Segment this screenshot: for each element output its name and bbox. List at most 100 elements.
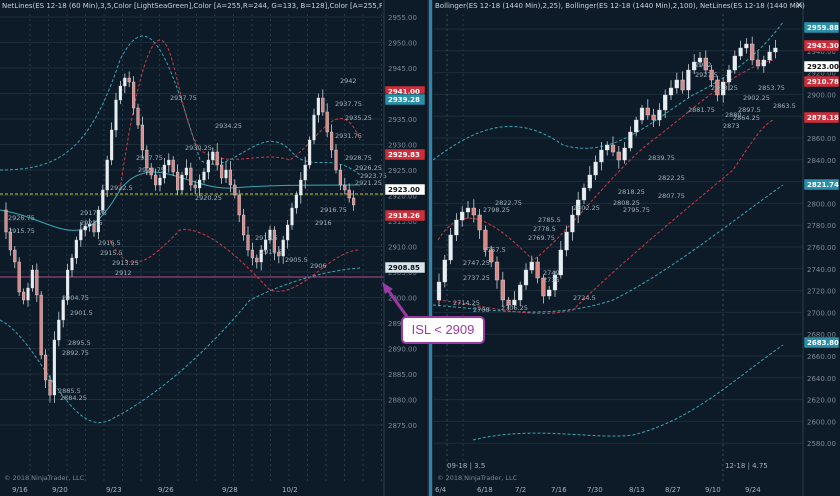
candle-body <box>175 171 180 191</box>
middle-bollinger-100-line <box>433 184 784 313</box>
y-axis-tick-label: 2580.00 <box>807 440 836 448</box>
price-annotation: 2839.75 <box>648 154 675 162</box>
candle-body <box>506 299 511 306</box>
inner-lower-band-line <box>109 229 361 292</box>
price-annotation: 2915.5 <box>100 249 123 257</box>
candle-body <box>197 179 202 189</box>
candle-body <box>167 159 171 166</box>
contract-label-right: 12-18 | 4.75 <box>725 462 768 470</box>
candle-body <box>250 249 254 259</box>
date-axis-label: 9/28 <box>222 486 238 494</box>
y-axis-tick-label: 2860.00 <box>807 135 836 143</box>
y-axis-tick-label: 2920.00 <box>388 193 417 201</box>
candle-body <box>668 87 674 96</box>
price-annotation: 2749 <box>543 269 560 277</box>
candle-body <box>657 109 662 121</box>
candle-body <box>180 174 184 191</box>
copyright-text: © 2018 NinjaTrader, LLC <box>437 474 518 482</box>
chart-close-icon[interactable]: ✕ <box>795 1 803 11</box>
candle-body <box>171 159 175 173</box>
candle-body <box>219 164 224 179</box>
candle-body <box>61 299 65 321</box>
price-annotation: 2923.5 <box>80 219 103 227</box>
date-axis-label: 9/16 <box>12 486 28 494</box>
price-annotation: 2904.75 <box>62 294 89 302</box>
price-annotation: 2706.25 <box>501 304 528 312</box>
price-annotation: 2916.75 <box>320 206 347 214</box>
price-annotation: 2885.5 <box>58 387 81 395</box>
y-axis-tick-label: 2700.00 <box>807 309 836 317</box>
price-annotation: 2747.25 <box>463 259 490 267</box>
price-tag <box>803 178 840 191</box>
candle-body <box>738 47 743 57</box>
candle-body <box>65 269 70 301</box>
price-tag-label: 2918.26 <box>388 212 420 220</box>
y-axis-tick-label: 2885.00 <box>388 371 417 379</box>
candle-body <box>436 281 442 301</box>
y-axis-tick-label: 2920.00 <box>807 70 836 78</box>
candle-body <box>744 43 749 49</box>
price-tag <box>803 21 840 34</box>
candle-body <box>697 57 703 63</box>
candle-body <box>26 287 30 301</box>
price-annotation: 2864.25 <box>733 114 760 122</box>
y-axis-tick-label: 2800.00 <box>807 200 836 208</box>
price-annotation: 2757.5 <box>483 246 506 254</box>
y-axis-tick-label: 2840.00 <box>807 157 836 165</box>
price-tag <box>803 336 840 349</box>
price-annotation: 2798.25 <box>483 206 510 214</box>
candle-body <box>500 279 505 301</box>
candle-body <box>547 289 552 297</box>
price-annotation: 2927.75 <box>136 154 163 162</box>
y-axis-tick-label: 2600.00 <box>807 418 836 426</box>
date-axis-label: 7/2 <box>515 486 526 494</box>
candle-body <box>233 184 237 196</box>
left-chart-panel[interactable]: 2926.75 2915.75 2917.75 2923.5 2922.5 2927.75… <box>0 0 426 496</box>
date-axis-label: 6/18 <box>477 486 493 494</box>
candle-body <box>211 151 215 161</box>
candle-body <box>529 261 534 271</box>
candle-body <box>268 229 272 241</box>
candle-body <box>352 197 356 206</box>
price-tag-label: 2923.00 <box>807 63 839 71</box>
candle-body <box>442 259 447 283</box>
candle-body <box>30 269 34 289</box>
candle-body <box>552 274 558 291</box>
price-tag-label: 2959.88 <box>807 24 839 32</box>
candle-body <box>44 354 48 381</box>
candle-body <box>593 161 598 176</box>
price-annotation: 2785.5 <box>538 216 561 224</box>
left-chart-canvas[interactable]: 2926.75 2915.75 2917.75 2923.5 2922.5 2927.75… <box>0 0 426 496</box>
candle-body <box>581 187 587 201</box>
y-axis-tick-label: 2875.00 <box>388 422 417 430</box>
candle-body <box>264 239 268 251</box>
candle-body <box>118 85 122 101</box>
price-annotation: 2926.75 <box>8 214 35 222</box>
right-chart-panel[interactable]: 2932 2927.5 2913.25 2902.25 2897.5 2881.75 288… <box>433 0 840 496</box>
panel-splitter[interactable] <box>426 0 434 496</box>
candle-body <box>92 223 96 233</box>
candle-body <box>634 119 639 133</box>
price-tag <box>803 60 840 73</box>
date-axis-label: 9/23 <box>106 486 122 494</box>
lower-bollinger-25-line <box>437 119 774 314</box>
candle-body <box>715 79 720 96</box>
price-annotation: 2818.25 <box>618 188 645 196</box>
candle-body <box>750 43 755 61</box>
y-axis-tick-label: 2680.00 <box>807 331 836 339</box>
splitter-grip[interactable] <box>429 0 432 496</box>
date-axis-label: 7/30 <box>587 486 603 494</box>
candle-body <box>277 251 281 257</box>
price-annotation: 2853.75 <box>758 84 785 92</box>
price-tag-label: 2939.28 <box>388 96 420 104</box>
price-tag-label: 2923.00 <box>388 186 420 194</box>
candle-body <box>83 225 87 231</box>
price-tag <box>384 209 426 222</box>
price-annotation: 2884.25 <box>60 394 87 402</box>
price-annotation: 2802.25 <box>573 204 600 212</box>
price-annotation: 2927.5 <box>695 71 718 79</box>
candle-body <box>483 229 488 251</box>
right-chart-canvas[interactable]: 2932 2927.5 2913.25 2902.25 2897.5 2881.75 288… <box>433 0 840 496</box>
y-axis-tick-label: 2955.00 <box>388 14 417 22</box>
price-annotation: 2935.25 <box>345 114 372 122</box>
